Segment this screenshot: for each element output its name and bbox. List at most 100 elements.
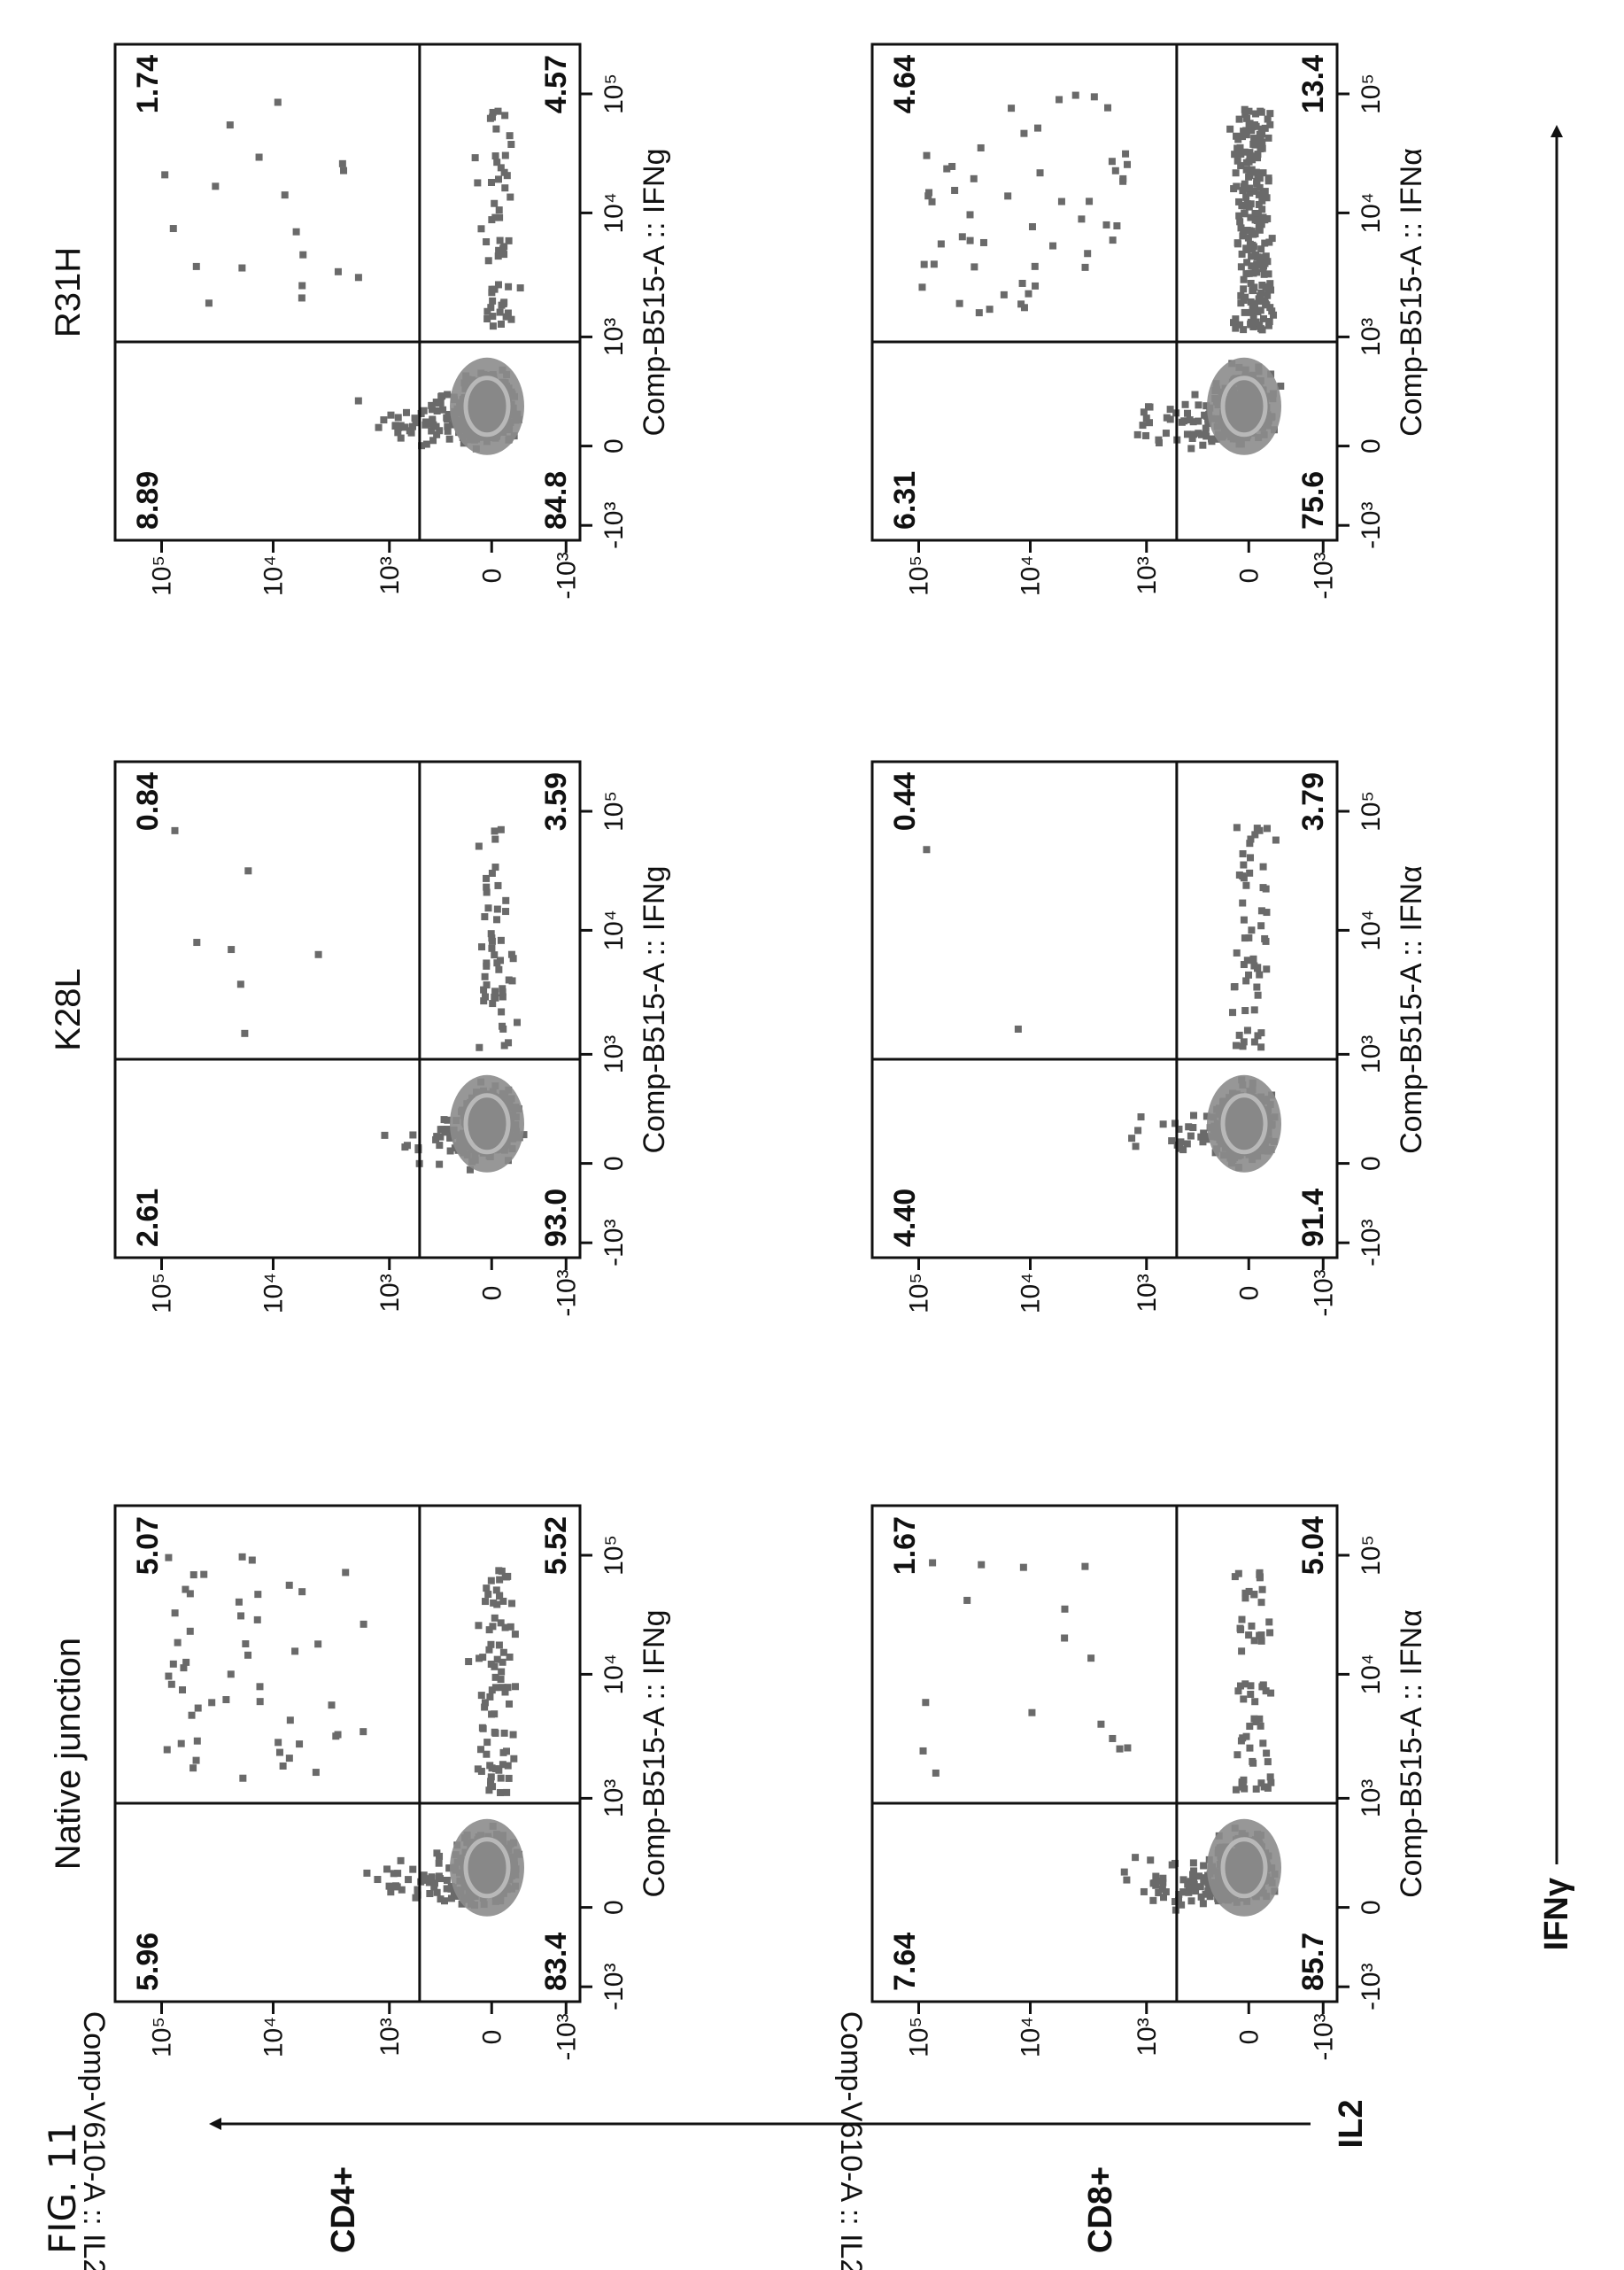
quadrant-upper-right: 1.67	[888, 1516, 922, 1575]
quadrant-lower-right: 3.79	[1296, 772, 1330, 831]
flow-panel-5: 4.40 0.44 91.4 3.79 -10³ 0 10³ 10⁴ 10⁵ -10³ 0 10³ 10…	[870, 760, 1428, 1317]
quadrant-upper-right: 4.64	[888, 55, 922, 113]
il2-tick-label: 10⁵	[905, 1273, 934, 1313]
flow-panel-6: 6.31 4.64 75.6 13.4 -10³ 0 10³ 10⁴ 10⁵ -10³ 0 10³ 10…	[870, 43, 1428, 600]
il2-tick-label: -10³	[552, 1269, 581, 1316]
y-axis-label: Comp-V610-A :: IL2	[77, 2011, 111, 2270]
population-contour	[463, 376, 511, 438]
il2-tick-label: -10³	[552, 2013, 581, 2060]
il2-tick-label: 10⁵	[148, 555, 177, 596]
flow-panel-4: 7.64 1.67 85.7 5.04 -10³ 0 10³ 10⁴ 10⁵ -10³ 0 10³ 10…	[834, 1504, 1428, 2270]
row-label-cd8: CD8+	[1082, 2166, 1119, 2253]
quadrant-upper-right: 0.44	[888, 772, 922, 831]
quadrant-upper-right: 5.07	[131, 1516, 165, 1575]
quadrant-upper-left: 6.31	[888, 471, 922, 530]
ifn-tick-label: 0	[1357, 438, 1386, 453]
quadrant-lower-left: 85.7	[1296, 1933, 1330, 1991]
ifn-tick-label: 10³	[599, 1779, 629, 1817]
ifn-tick-label: 0	[599, 438, 629, 453]
il2-tick-label: 0	[1234, 2030, 1264, 2045]
il2-tick-label: 0	[477, 1286, 507, 1301]
il2-tick-label: -10³	[1309, 2013, 1338, 2060]
flow-panel-1: 5.96 5.07 83.4 5.52 -10³ 0 10³ 10⁴ 10⁵ -10³ 0 10³ 10…	[49, 1504, 671, 2270]
population-core	[450, 1074, 524, 1173]
population-contour	[463, 1837, 511, 1899]
quadrant-upper-left: 8.89	[131, 471, 165, 530]
quadrant-upper-left: 5.96	[131, 1933, 165, 1991]
il2-tick-label: -10³	[1309, 1269, 1338, 1316]
panel-frame	[870, 760, 1339, 1259]
ifn-tick-label: -10³	[1357, 502, 1386, 549]
ifn-tick-label: 10⁴	[1357, 1654, 1386, 1694]
ifn-tick-label: -10³	[1357, 1220, 1386, 1267]
il2-tick-label: 10⁵	[905, 555, 934, 596]
ifn-tick-label: 10³	[1357, 318, 1386, 356]
outer-x-axis-label: IFNγ	[1538, 1878, 1575, 1950]
x-axis-label: Comp-B515-A :: IFNα	[1395, 1609, 1428, 1898]
quadrant-upper-right: 0.84	[131, 772, 165, 831]
population-core	[1207, 1074, 1281, 1173]
il2-tick-label: 10³	[1133, 2018, 1162, 2056]
ifn-tick-label: 10⁴	[1357, 910, 1386, 950]
il2-tick-label: 0	[1234, 1286, 1264, 1301]
quadrant-lower-left: 91.4	[1296, 1189, 1330, 1247]
ifn-tick-label: 10⁴	[599, 910, 629, 950]
ifn-tick-label: 10⁴	[1357, 192, 1386, 233]
population-contour	[463, 1093, 511, 1155]
il2-tick-label: 10³	[375, 1274, 405, 1312]
population-core	[1207, 1818, 1281, 1917]
ifn-tick-label: -10³	[599, 502, 629, 549]
ifn-tick-label: 10⁵	[1357, 791, 1386, 832]
ifn-tick-label: 10⁵	[1357, 74, 1386, 114]
il2-tick-label: 10³	[375, 2018, 405, 2056]
ifn-tick-label: 10⁵	[599, 74, 629, 114]
quadrant-lower-left: 93.0	[539, 1189, 573, 1247]
quadrant-lower-left: 84.8	[539, 471, 573, 530]
population-contour	[1220, 376, 1268, 438]
panel-title: Native junction	[49, 1638, 88, 1870]
x-axis-label: Comp-B515-A :: IFNg	[638, 148, 671, 436]
ifn-tick-label: 0	[599, 1900, 629, 1915]
panel-title: K28L	[49, 968, 88, 1050]
ifn-tick-label: 10³	[1357, 1779, 1386, 1817]
ifn-tick-label: 10³	[1357, 1035, 1386, 1073]
il2-tick-label: 10³	[375, 556, 405, 594]
ifn-tick-label: 10⁵	[1357, 1535, 1386, 1576]
x-axis-label: Comp-B515-A :: IFNα	[1395, 865, 1428, 1154]
population-core	[1207, 357, 1281, 455]
quadrant-lower-right: 5.04	[1296, 1516, 1330, 1575]
ifn-tick-label: -10³	[599, 1220, 629, 1267]
panel-frame	[113, 1504, 582, 2003]
ifn-tick-label: 10⁴	[599, 192, 629, 233]
flow-panel-3: 8.89 1.74 84.8 4.57 -10³ 0 10³ 10⁴ 10⁵ -10³ 0 10³ 10…	[49, 43, 671, 600]
quadrant-lower-left: 83.4	[539, 1933, 573, 1991]
x-axis-label: Comp-B515-A :: IFNα	[1395, 148, 1428, 437]
il2-tick-label: -10³	[552, 552, 581, 599]
il2-tick-label: 10⁵	[148, 2017, 177, 2057]
ifn-tick-label: 0	[1357, 1900, 1386, 1915]
y-axis-label: Comp-V610-A :: IL2	[834, 2011, 868, 2270]
ifn-tick-label: 10³	[599, 318, 629, 356]
ifn-tick-label: -10³	[599, 1964, 629, 2010]
quadrant-lower-right: 5.52	[539, 1516, 573, 1575]
ifn-tick-label: 0	[599, 1156, 629, 1171]
il2-tick-label: 0	[477, 2030, 507, 2045]
il2-tick-label: 10⁴	[1017, 555, 1046, 596]
il2-tick-label: 0	[477, 569, 507, 584]
il2-tick-label: 10³	[1133, 556, 1162, 594]
il2-tick-label: 10⁴	[259, 2017, 289, 2057]
quadrant-lower-left: 75.6	[1296, 471, 1330, 530]
quadrant-upper-left: 2.61	[131, 1189, 165, 1247]
quadrant-lower-right: 4.57	[539, 55, 573, 113]
ifn-tick-label: 10³	[599, 1035, 629, 1073]
population-contour	[1220, 1837, 1268, 1899]
il2-tick-label: -10³	[1309, 552, 1338, 599]
il2-tick-label: 10⁴	[1017, 2017, 1046, 2057]
panel-frame	[870, 1504, 1339, 2003]
panel-title: R31H	[49, 247, 88, 337]
il2-tick-label: 10⁴	[259, 555, 289, 596]
row-label-cd4: CD4+	[325, 2166, 362, 2253]
il2-tick-label: 10⁴	[1017, 1273, 1046, 1313]
quadrant-upper-left: 7.64	[888, 1933, 922, 1991]
